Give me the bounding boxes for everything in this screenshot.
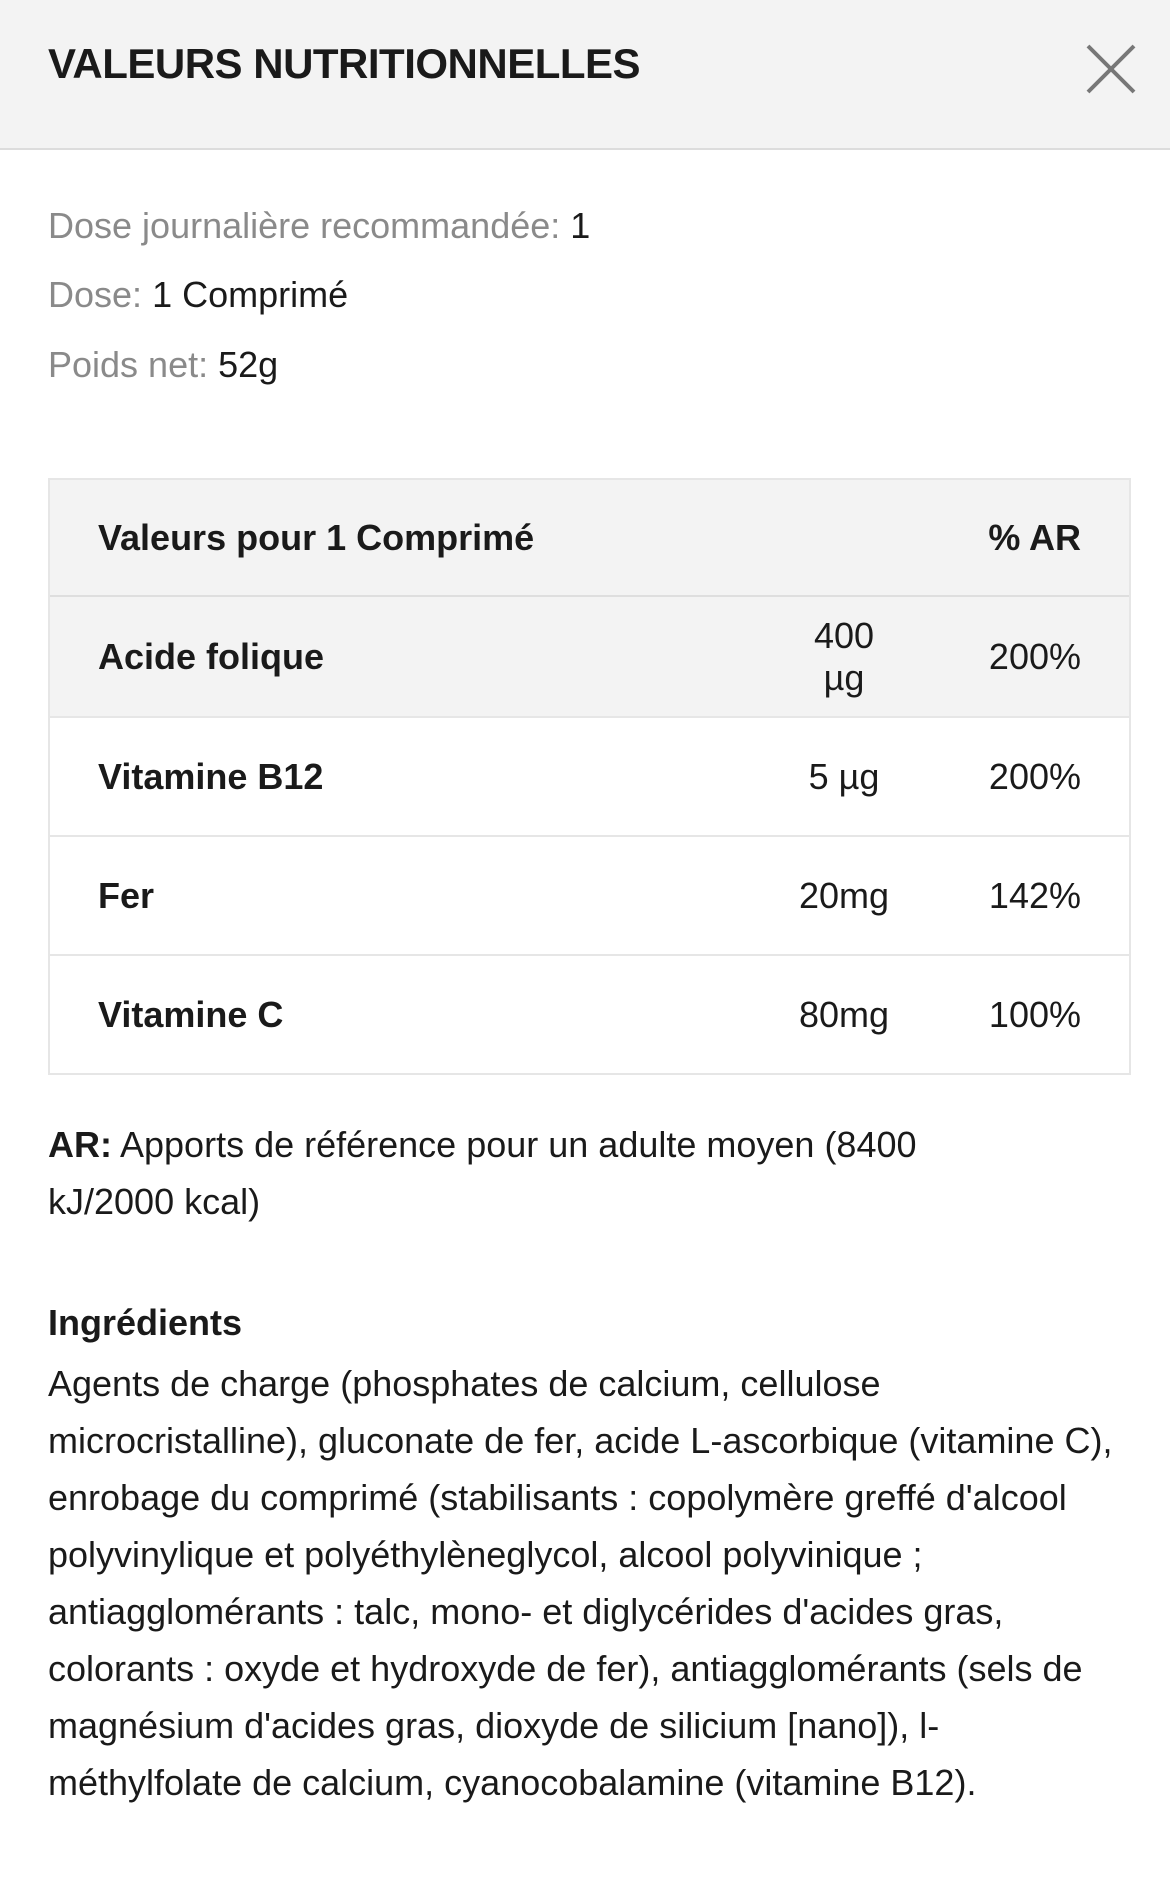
table-row: Fer 20mg 142% [50,835,1129,954]
nutrient-percent: 200% [988,755,1081,797]
nutrient-name: Vitamine B12 [98,755,324,797]
note-label: AR: [48,1124,112,1165]
reference-note: AR: Apports de référence pour un adulte … [48,1116,1048,1230]
nutrient-amount: 5 µg [808,755,880,797]
modal-title: VALEURS NUTRITIONNELLES [48,40,641,87]
header-label: Valeurs pour 1 Comprimé [98,516,535,558]
dose: Dose: 1 Comprimé [48,274,348,316]
net-weight-label: Poids net: [48,344,209,385]
table-row: Vitamine C 80mg 100% [50,954,1129,1073]
daily-dose-value: 1 [570,205,591,246]
modal-header: VALEURS NUTRITIONNELLES [0,0,1170,150]
close-icon [1086,44,1136,94]
daily-dose: Dose journalière recommandée: 1 [48,205,590,247]
nutrient-amount: 80mg [798,993,890,1035]
table-header: Valeurs pour 1 Comprimé % AR [50,480,1129,597]
net-weight: Poids net: 52g [48,344,278,386]
nutrient-name: Acide folique [98,635,325,677]
table-row: Acide folique 400 µg 200% [50,597,1129,716]
nutrient-name: Fer [98,874,155,916]
close-button[interactable] [1084,42,1138,96]
nutrient-amount: 20mg [798,874,890,916]
nutrient-percent: 142% [988,874,1081,916]
dose-value: 1 Comprimé [152,274,349,315]
ingredients-heading: Ingrédients [48,1302,243,1343]
dose-label: Dose: [48,274,143,315]
nutrient-name: Vitamine C [98,993,284,1035]
net-weight-value: 52g [218,344,279,385]
header-percent: % AR [988,516,1081,558]
daily-dose-label: Dose journalière recommandée: [48,205,561,246]
note-text: Apports de référence pour un adulte moye… [48,1124,917,1222]
table-row: Vitamine B12 5 µg 200% [50,716,1129,835]
nutrient-percent: 100% [988,993,1081,1035]
nutrition-table: Valeurs pour 1 Comprimé % AR Acide foliq… [48,478,1131,1075]
ingredients-text: Agents de charge (phosphates de calcium,… [48,1363,1113,1803]
nutrient-percent: 200% [988,635,1081,677]
nutrient-amount: 400 µg [813,614,875,698]
